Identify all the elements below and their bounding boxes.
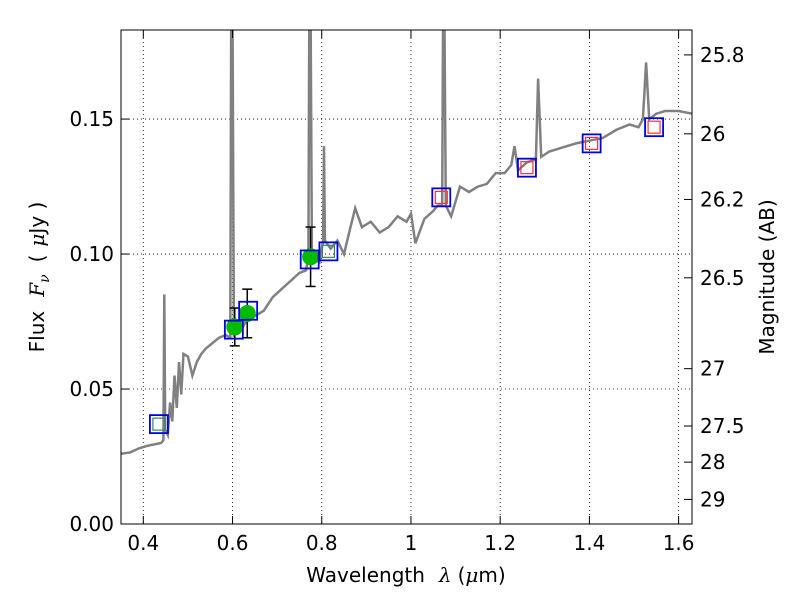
- y2-tick-label: 27.5: [700, 414, 745, 438]
- grid: [121, 30, 692, 525]
- y2-tick-label: 26.2: [700, 187, 745, 211]
- model-square: [238, 300, 259, 321]
- x-tick-label: 1.6: [663, 531, 695, 555]
- model-square: [318, 241, 339, 262]
- model-square: [581, 133, 602, 154]
- inner-square: [321, 244, 336, 258]
- model-square: [644, 117, 664, 138]
- y2-tick-label: 26.5: [700, 266, 745, 290]
- y2-tick-label: 26: [700, 122, 725, 146]
- y-axis-ticks: 0.00 0.05 0.10 0.15: [69, 107, 129, 536]
- x-tick-label: 1: [405, 531, 418, 555]
- inner-square: [434, 190, 448, 204]
- model-squares: [149, 117, 664, 435]
- x-tick-label: 0.6: [217, 531, 249, 555]
- y2-tick-label: 29: [700, 487, 725, 511]
- x-axis-label: Wavelength λ (μm): [306, 563, 505, 587]
- model-square: [431, 187, 452, 208]
- model-sed-line: [121, 30, 692, 456]
- y-axis-label: FluxFν(μJy ): [25, 202, 53, 353]
- y2-axis-ticks: 25.8 26 26.2 26.5 27 27.5 28 29: [684, 43, 745, 511]
- x-axis-ticks: 0.4 0.6 0.8 1 1.2 1.4 1.6: [127, 30, 695, 555]
- model-square: [223, 319, 244, 340]
- inner-squares: [152, 120, 661, 431]
- y2-tick-label: 25.8: [700, 43, 745, 67]
- plot-frame: [120, 29, 693, 525]
- inner-square: [520, 161, 534, 175]
- x-tick-label: 0.8: [306, 531, 338, 555]
- observed-points: [226, 248, 320, 336]
- data-area: [121, 30, 692, 456]
- inner-square: [647, 120, 661, 134]
- y-tick-label: 0.05: [69, 377, 114, 401]
- x-tick-label: 0.4: [127, 531, 159, 555]
- model-square: [149, 414, 169, 435]
- y-tick-label: 0.15: [69, 107, 114, 131]
- model-square: [517, 157, 537, 178]
- x-tick-label: 1.2: [484, 531, 516, 555]
- y2-axis-label: Magnitude (AB): [755, 199, 779, 354]
- inner-square: [152, 417, 166, 431]
- y-tick-label: 0.00: [69, 512, 114, 536]
- y-tick-label: 0.10: [69, 242, 114, 266]
- x-tick-label: 1.4: [573, 531, 605, 555]
- y2-tick-label: 27: [700, 357, 725, 381]
- inner-square: [585, 136, 599, 150]
- y2-tick-label: 28: [700, 450, 725, 474]
